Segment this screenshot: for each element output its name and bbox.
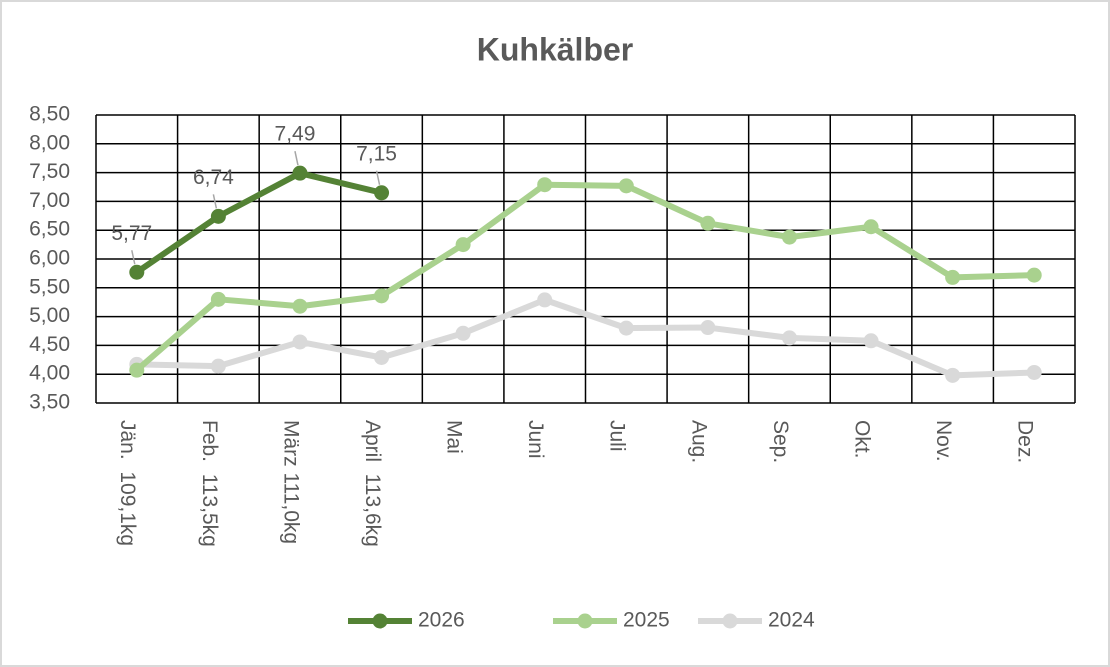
- x-tick-label: Juni: [524, 420, 547, 459]
- y-tick-label: 7,50: [29, 160, 70, 183]
- series-marker: [700, 320, 716, 336]
- series-marker: [945, 367, 961, 383]
- series-marker: [863, 333, 879, 349]
- series-line: [134, 181, 1035, 373]
- x-tick-label: Feb. 113,5kg: [198, 420, 221, 547]
- series-line: [136, 296, 1035, 379]
- x-tick-label: April 113,6kg: [361, 420, 384, 547]
- x-tick-label: Sep.: [769, 420, 792, 463]
- legend-marker: [722, 613, 738, 629]
- series-marker: [210, 208, 226, 224]
- series-marker: [129, 264, 145, 280]
- x-tick-label: Dez.: [1014, 420, 1037, 463]
- y-tick-label: 4,00: [29, 362, 70, 385]
- series-marker: [700, 215, 716, 231]
- y-tick-label: 8,00: [29, 131, 70, 154]
- legend-label: 2025: [623, 609, 670, 632]
- chart-title: Kuhkälber: [477, 31, 633, 67]
- series-marker: [374, 185, 390, 201]
- data-label: 7,49: [275, 123, 316, 146]
- series-marker: [618, 320, 634, 336]
- leader-line: [212, 194, 218, 209]
- x-tick-label: Okt.: [850, 420, 873, 459]
- series-marker: [781, 330, 797, 346]
- series-marker: [292, 165, 308, 181]
- series-marker: [129, 362, 145, 378]
- data-label: 7,15: [356, 142, 397, 165]
- legend-label: 2026: [418, 609, 465, 632]
- y-tick-label: 6,00: [29, 247, 70, 270]
- series-marker: [863, 219, 879, 235]
- series-marker: [537, 177, 553, 193]
- y-tick-label: 4,50: [29, 333, 70, 356]
- series-marker: [455, 325, 471, 341]
- series-marker: [374, 349, 390, 365]
- series-marker: [374, 288, 390, 304]
- series-marker: [1026, 364, 1042, 380]
- legend-label: 2024: [768, 609, 815, 632]
- leader-line: [131, 250, 136, 265]
- data-label: 6,74: [193, 166, 234, 189]
- x-tick-label: Aug.: [687, 420, 710, 463]
- series-marker: [945, 269, 961, 285]
- series-marker: [618, 178, 634, 194]
- x-tick-label: Nov.: [932, 420, 955, 462]
- leader-line: [294, 151, 299, 166]
- y-tick-label: 6,50: [29, 218, 70, 241]
- legend-marker: [372, 613, 388, 629]
- series-marker: [781, 229, 797, 245]
- data-label: 5,77: [111, 222, 152, 245]
- series-marker: [292, 298, 308, 314]
- series-marker: [455, 237, 471, 253]
- series-marker: [292, 334, 308, 350]
- y-tick-label: 3,50: [29, 391, 70, 414]
- x-tick-label: Jän. 109,1kg: [116, 420, 139, 546]
- leader-line: [375, 170, 381, 185]
- x-tick-label: Mai: [443, 420, 466, 454]
- series-marker: [210, 291, 226, 307]
- series-marker: [210, 358, 226, 374]
- y-tick-label: 7,00: [29, 189, 70, 212]
- x-tick-label: März 111,0kg: [279, 420, 302, 544]
- series-line: [135, 170, 383, 275]
- y-tick-label: 5,00: [29, 304, 70, 327]
- y-tick-label: 8,50: [29, 103, 70, 126]
- x-tick-label: Juli: [606, 420, 629, 452]
- series-marker: [1026, 267, 1042, 283]
- legend-marker: [577, 613, 593, 629]
- y-tick-label: 5,50: [29, 275, 70, 298]
- series-marker: [537, 292, 553, 308]
